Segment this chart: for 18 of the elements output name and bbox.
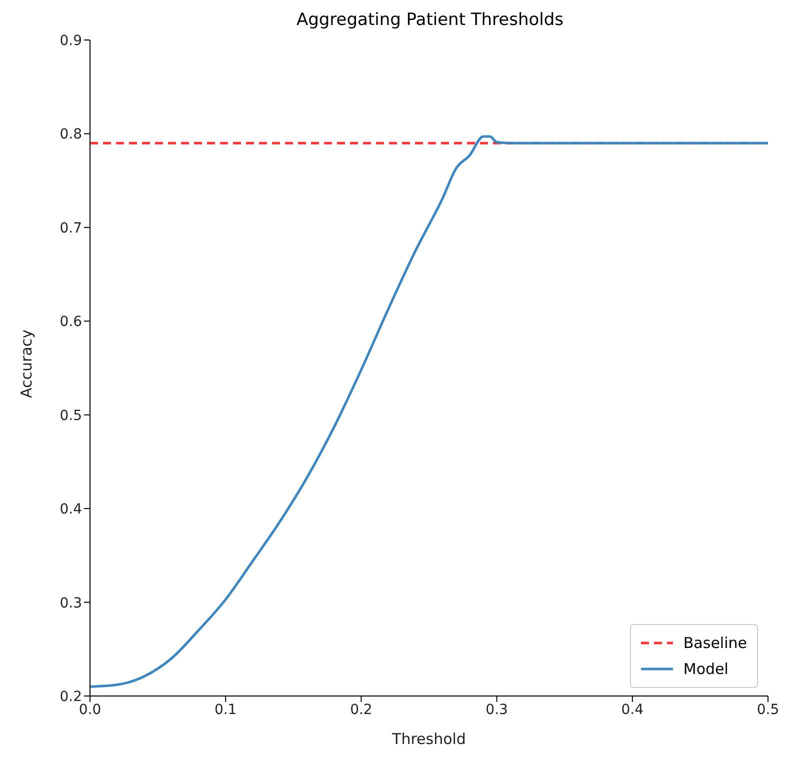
x-tick-label: 0.1	[214, 702, 237, 718]
y-tick-label: 0.8	[60, 126, 82, 143]
y-tick-label: 0.9	[60, 32, 82, 49]
chart-title: Aggregating Patient Thresholds	[295, 10, 565, 30]
y-tick-label: 0.3	[60, 595, 82, 612]
y-tick-label: 0.6	[60, 314, 82, 330]
legend-label: Model	[683, 660, 728, 678]
x-tick-label: 0.4	[621, 702, 644, 718]
x-tick-label: 0.3	[486, 702, 508, 718]
x-tick-label: 0.5	[756, 702, 780, 718]
y-tick-label: 0.4	[60, 502, 82, 518]
line-series	[90, 135, 768, 688]
x-axis-title: Threshold	[391, 730, 466, 748]
legend-label: Baseline	[683, 634, 747, 652]
x-tick-label: 0.2	[350, 702, 372, 718]
y-tick-label: 0.7	[60, 220, 82, 236]
y-tick-label: 0.5	[60, 408, 82, 424]
y-axis-title: Accuracy	[17, 329, 36, 398]
